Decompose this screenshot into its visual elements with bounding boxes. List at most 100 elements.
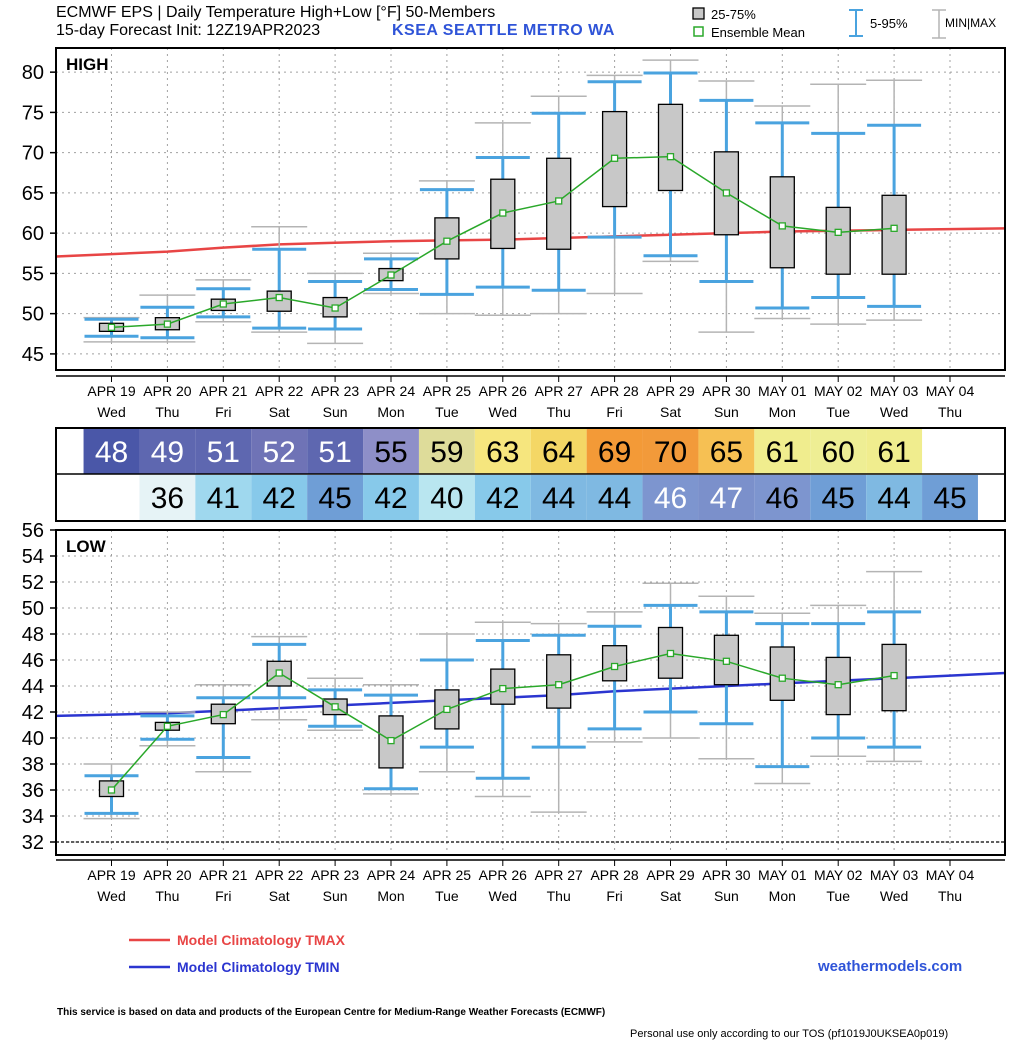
low-cell [754,475,811,520]
ensemble-mean-marker [275,293,283,302]
ensemble-mean-marker [443,705,451,714]
ensemble-mean-marker [722,189,731,197]
y-tick-label: 50 [22,304,44,326]
high-value: 61 [766,436,799,469]
ensemble-mean-marker [331,304,339,312]
ensemble-mean-marker [331,703,339,711]
ensemble-mean-marker [387,736,395,745]
ensemble-mean-marker [890,224,898,232]
low-cell [922,475,978,520]
y-tick-label: 56 [22,520,44,542]
x-day-label: Sat [269,404,290,420]
low-cell [530,475,587,520]
x-date-label: APR 20 [143,867,191,883]
x-day-label: Sun [714,404,739,420]
high-cell [195,429,252,474]
low-value: 45 [318,482,351,515]
ensemble-mean-marker [107,786,116,794]
x-date-label: APR 19 [87,867,135,883]
x-day-label: Sun [323,888,348,904]
x-day-label: Tue [826,404,850,420]
x-day-label: Fri [606,888,622,904]
ensemble-mean-marker [163,320,172,328]
x-date-label: APR 27 [535,383,583,399]
x-day-label: Mon [377,888,404,904]
legend-mean-label: Ensemble Mean [711,25,805,40]
x-date-label: MAY 02 [814,867,863,883]
y-tick-label: 40 [22,728,44,750]
y-tick-label: 60 [22,223,44,245]
high-cell [810,429,867,474]
y-tick-label: 54 [22,546,44,568]
high-cell [642,429,699,474]
low-value: 44 [598,482,631,515]
x-day-label: Tue [435,888,459,904]
y-tick-label: 52 [22,572,44,594]
x-day-label: Thu [547,404,571,420]
x-day-label: Fri [215,404,231,420]
low-value: 40 [430,482,463,515]
ensemble-mean-marker [834,681,842,689]
low-value: 46 [766,482,799,515]
high-cell [866,429,923,474]
ensemble-mean-marker [890,671,898,680]
x-day-label: Tue [435,404,459,420]
high-value: 60 [822,436,855,469]
iqr-box [601,645,628,682]
high-value: 51 [318,436,351,469]
x-date-label: APR 23 [311,867,359,883]
y-tick-label: 38 [22,754,44,776]
x-date-label: APR 27 [535,867,583,883]
ensemble-mean-marker [666,649,675,658]
iqr-box [825,656,851,716]
low-value: 36 [151,482,184,515]
x-date-label: APR 26 [479,383,527,399]
high-value: 52 [263,436,296,469]
x-date-label: APR 21 [199,867,247,883]
x-date-label: MAY 01 [758,867,807,883]
low-cell [139,475,196,520]
x-date-label: MAY 01 [758,383,807,399]
high-cell [307,429,364,474]
x-date-label: MAY 03 [870,383,919,399]
legend-mean-icon [693,26,704,37]
x-date-label: APR 25 [423,867,471,883]
y-tick-label: 45 [22,344,44,366]
y-tick-label: 34 [22,806,44,828]
ensemble-mean-marker [275,669,283,677]
ensemble-mean-marker [610,662,619,671]
low-value: 45 [822,482,855,515]
y-tick-label: 42 [22,702,44,724]
x-date-label: APR 29 [646,383,694,399]
x-day-label: Wed [880,404,909,420]
x-day-label: Mon [769,404,796,420]
x-day-label: Wed [97,888,126,904]
low-value: 42 [374,482,407,515]
x-day-label: Fri [215,888,231,904]
ensemble-mean-marker [722,657,731,665]
low-value: 41 [207,482,240,515]
high-value: 51 [207,436,240,469]
ensemble-mean-marker [610,154,619,162]
ensemble-mean-marker [555,197,563,205]
high-cell [139,429,196,474]
x-date-label: APR 22 [255,867,303,883]
x-date-label: APR 30 [702,867,750,883]
x-day-label: Wed [489,404,518,420]
x-day-label: Mon [769,888,796,904]
x-day-label: Tue [826,888,850,904]
site-link[interactable]: weathermodels.com [818,958,963,975]
low-value: 44 [877,482,910,515]
disclaimer: This service is based on data and produc… [57,1007,606,1018]
legend-whisker-label: 5-95% [870,16,908,31]
x-date-label: APR 21 [199,383,247,399]
low-cell [195,475,252,520]
iqr-box [825,206,851,275]
low-value: 44 [542,482,575,515]
high-value: 48 [95,436,128,469]
legend-box-icon [692,7,705,20]
x-date-label: APR 29 [646,867,694,883]
high-cell [418,429,475,474]
y-tick-label: 48 [22,624,44,646]
